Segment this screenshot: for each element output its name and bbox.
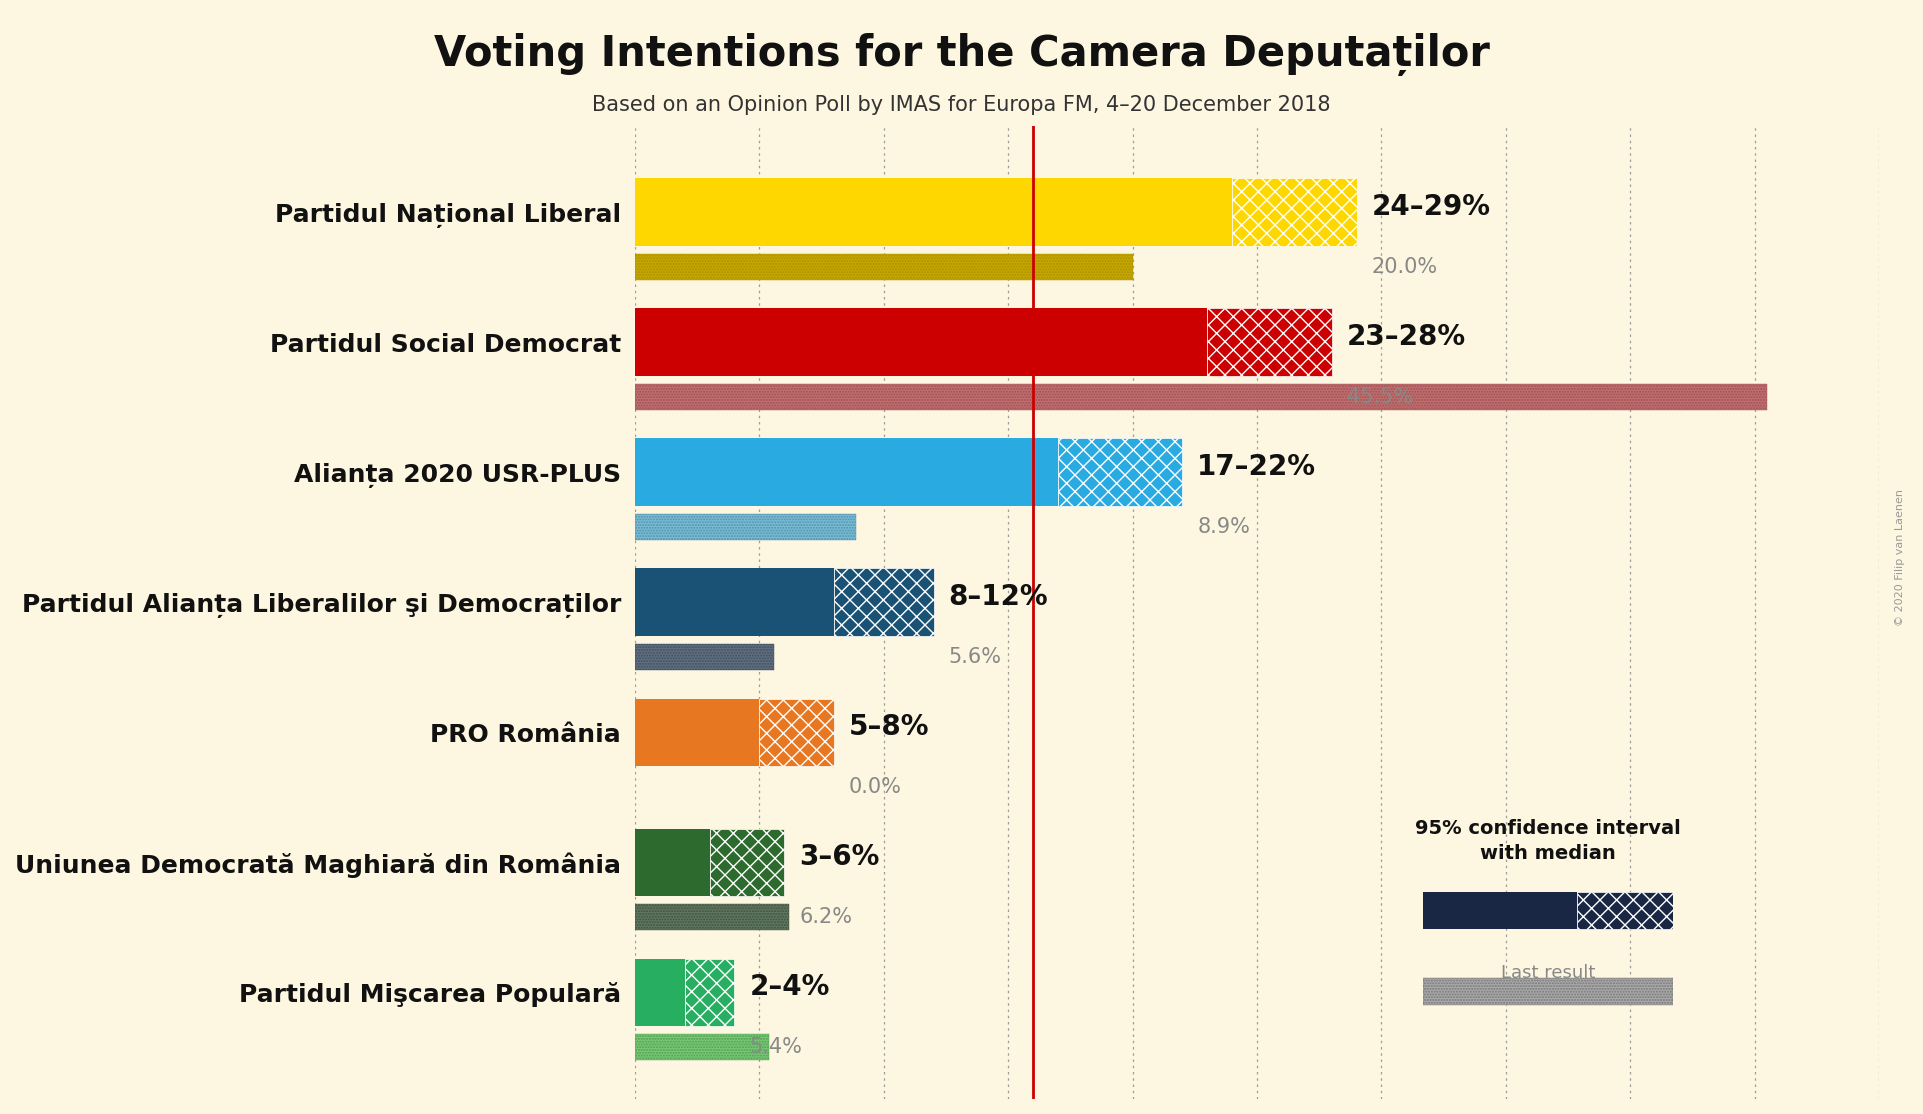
- Bar: [635, 698, 760, 766]
- Text: 17–22%: 17–22%: [1198, 453, 1317, 481]
- Bar: [1208, 309, 1333, 377]
- Text: 20.0%: 20.0%: [1371, 257, 1438, 276]
- Text: 45.5%: 45.5%: [1346, 387, 1413, 407]
- Bar: [635, 903, 788, 930]
- Bar: [635, 644, 775, 670]
- Bar: [835, 568, 933, 636]
- Bar: [635, 1034, 769, 1061]
- Bar: [635, 384, 1767, 410]
- Text: 2–4%: 2–4%: [750, 974, 829, 1001]
- Text: 95% confidence interval
with median: 95% confidence interval with median: [1415, 820, 1681, 863]
- Bar: [1577, 892, 1673, 929]
- Bar: [760, 698, 835, 766]
- Bar: [635, 1034, 769, 1061]
- Bar: [635, 829, 710, 896]
- Bar: [635, 439, 1058, 506]
- Bar: [685, 958, 735, 1026]
- Bar: [1423, 978, 1673, 1005]
- Text: 5–8%: 5–8%: [848, 713, 929, 741]
- Bar: [1423, 978, 1673, 1005]
- Text: 6.2%: 6.2%: [800, 907, 852, 927]
- Bar: [635, 514, 856, 540]
- Text: 8.9%: 8.9%: [1198, 517, 1250, 537]
- Text: Voting Intentions for the Camera Deputaților: Voting Intentions for the Camera Deputaț…: [433, 33, 1490, 77]
- Text: 5.6%: 5.6%: [948, 647, 1002, 667]
- Bar: [710, 829, 785, 896]
- Bar: [635, 903, 788, 930]
- Bar: [1233, 178, 1356, 246]
- Text: 0.0%: 0.0%: [848, 776, 902, 797]
- Bar: [635, 254, 1133, 280]
- Bar: [635, 178, 1233, 246]
- Text: © 2020 Filip van Laenen: © 2020 Filip van Laenen: [1894, 489, 1906, 625]
- Bar: [635, 568, 835, 636]
- Bar: [635, 384, 1767, 410]
- Text: 8–12%: 8–12%: [948, 583, 1048, 612]
- Text: 23–28%: 23–28%: [1346, 323, 1465, 351]
- Bar: [1058, 439, 1183, 506]
- Bar: [635, 958, 685, 1026]
- Text: Based on an Opinion Poll by IMAS for Europa FM, 4–20 December 2018: Based on an Opinion Poll by IMAS for Eur…: [592, 95, 1331, 115]
- Bar: [635, 644, 775, 670]
- Text: 24–29%: 24–29%: [1371, 193, 1490, 221]
- Bar: [1423, 892, 1577, 929]
- Bar: [635, 254, 1133, 280]
- Bar: [635, 514, 856, 540]
- Text: 5.4%: 5.4%: [750, 1037, 802, 1057]
- Text: Last result: Last result: [1500, 964, 1596, 981]
- Bar: [635, 309, 1208, 377]
- Text: 3–6%: 3–6%: [800, 843, 879, 871]
